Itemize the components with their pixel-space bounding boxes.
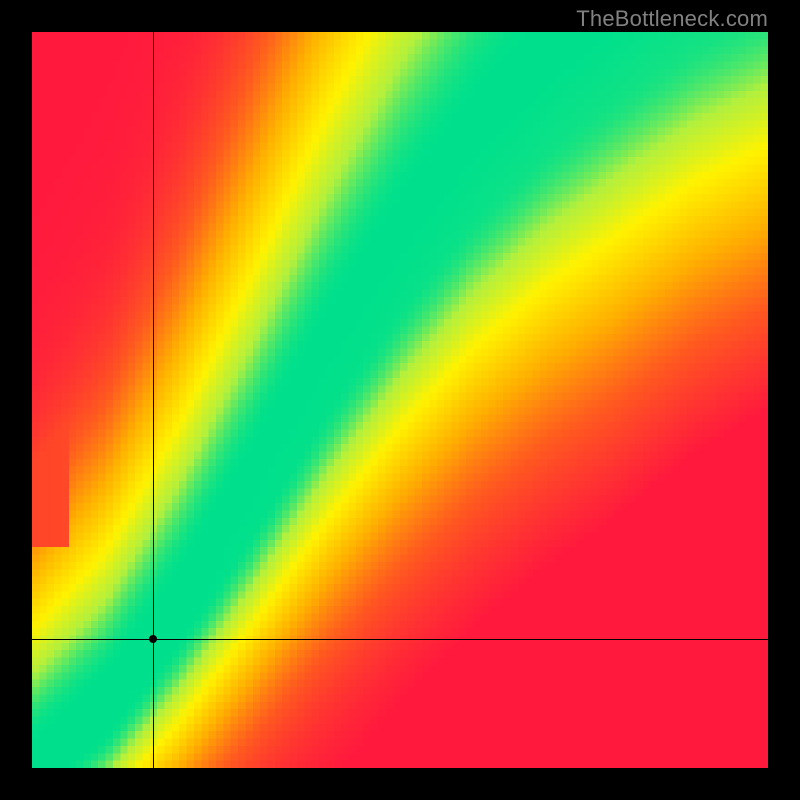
watermark: TheBottleneck.com (576, 6, 768, 32)
crosshair-horizontal (32, 639, 768, 640)
crosshair-marker (149, 635, 157, 643)
crosshair-vertical (153, 32, 154, 768)
heatmap-canvas (32, 32, 768, 768)
heatmap-plot-area (32, 32, 768, 768)
